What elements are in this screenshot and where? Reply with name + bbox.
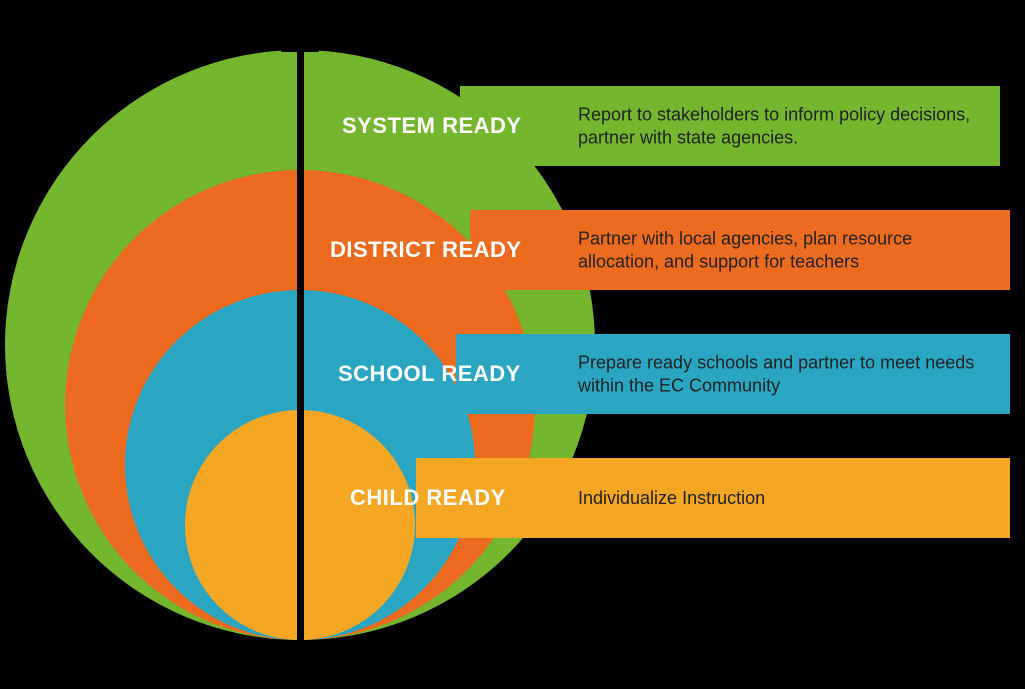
bar-child-title: CHILD READY [350, 485, 506, 511]
bar-school-desc: Prepare ready schools and partner to mee… [578, 352, 978, 397]
diagram-stage: SYSTEM READY Report to stakeholders to i… [0, 0, 1025, 689]
bar-district: DISTRICT READY Partner with local agenci… [470, 210, 1010, 290]
bar-child-desc: Individualize Instruction [578, 487, 978, 510]
bar-child: CHILD READY Individualize Instruction [416, 458, 1010, 538]
arrow-line [297, 48, 304, 640]
bar-school-title: SCHOOL READY [338, 361, 521, 387]
bar-system-desc: Report to stakeholders to inform policy … [578, 104, 978, 149]
bar-system: SYSTEM READY Report to stakeholders to i… [460, 86, 1000, 166]
bar-system-title: SYSTEM READY [342, 113, 522, 139]
bar-district-title: DISTRICT READY [330, 237, 522, 263]
arrow-head-icon [281, 8, 319, 52]
bar-school: SCHOOL READY Prepare ready schools and p… [456, 334, 1010, 414]
bar-district-desc: Partner with local agencies, plan resour… [578, 228, 978, 273]
